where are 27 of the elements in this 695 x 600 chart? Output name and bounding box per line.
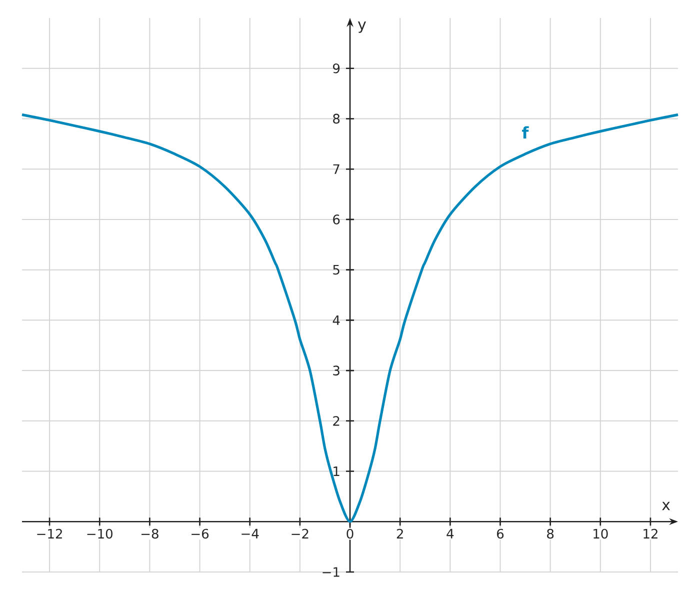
x-tick-label: −2 (292, 528, 308, 538)
x-tick-label: 10 (594, 528, 608, 539)
x-tick-label: −8 (141, 528, 158, 539)
x-tick-label: 6 (497, 528, 504, 539)
series-label: f (522, 126, 529, 138)
x-tick-label: 8 (547, 528, 554, 539)
x-tick-label: 0 (346, 528, 354, 539)
x-tick-label: −12 (37, 528, 62, 538)
y-tick-label: 6 (333, 214, 340, 224)
y-tick-label: 1 (334, 466, 340, 476)
x-tick-label: −4 (242, 528, 259, 538)
x-axis-title: x (662, 502, 670, 510)
x-tick-label: −10 (87, 528, 112, 539)
x-tick-label: 2 (396, 528, 403, 538)
x-tick-label: 4 (446, 528, 454, 538)
y-tick-label: 4 (332, 315, 340, 325)
y-tick-label: 9 (333, 63, 340, 74)
y-tick-label: 3 (333, 366, 340, 376)
y-tick-label: 8 (333, 114, 340, 124)
x-tick-label: −6 (192, 528, 209, 539)
line-series (20, 113, 680, 523)
y-tick-label: 5 (333, 264, 340, 275)
y-tick-label: 2 (333, 416, 340, 426)
y-tick-label: 7 (333, 164, 340, 174)
y-axis-title: y (358, 22, 366, 33)
x-tick-label: 12 (644, 528, 658, 538)
y-tick-label: −1 (322, 567, 340, 577)
